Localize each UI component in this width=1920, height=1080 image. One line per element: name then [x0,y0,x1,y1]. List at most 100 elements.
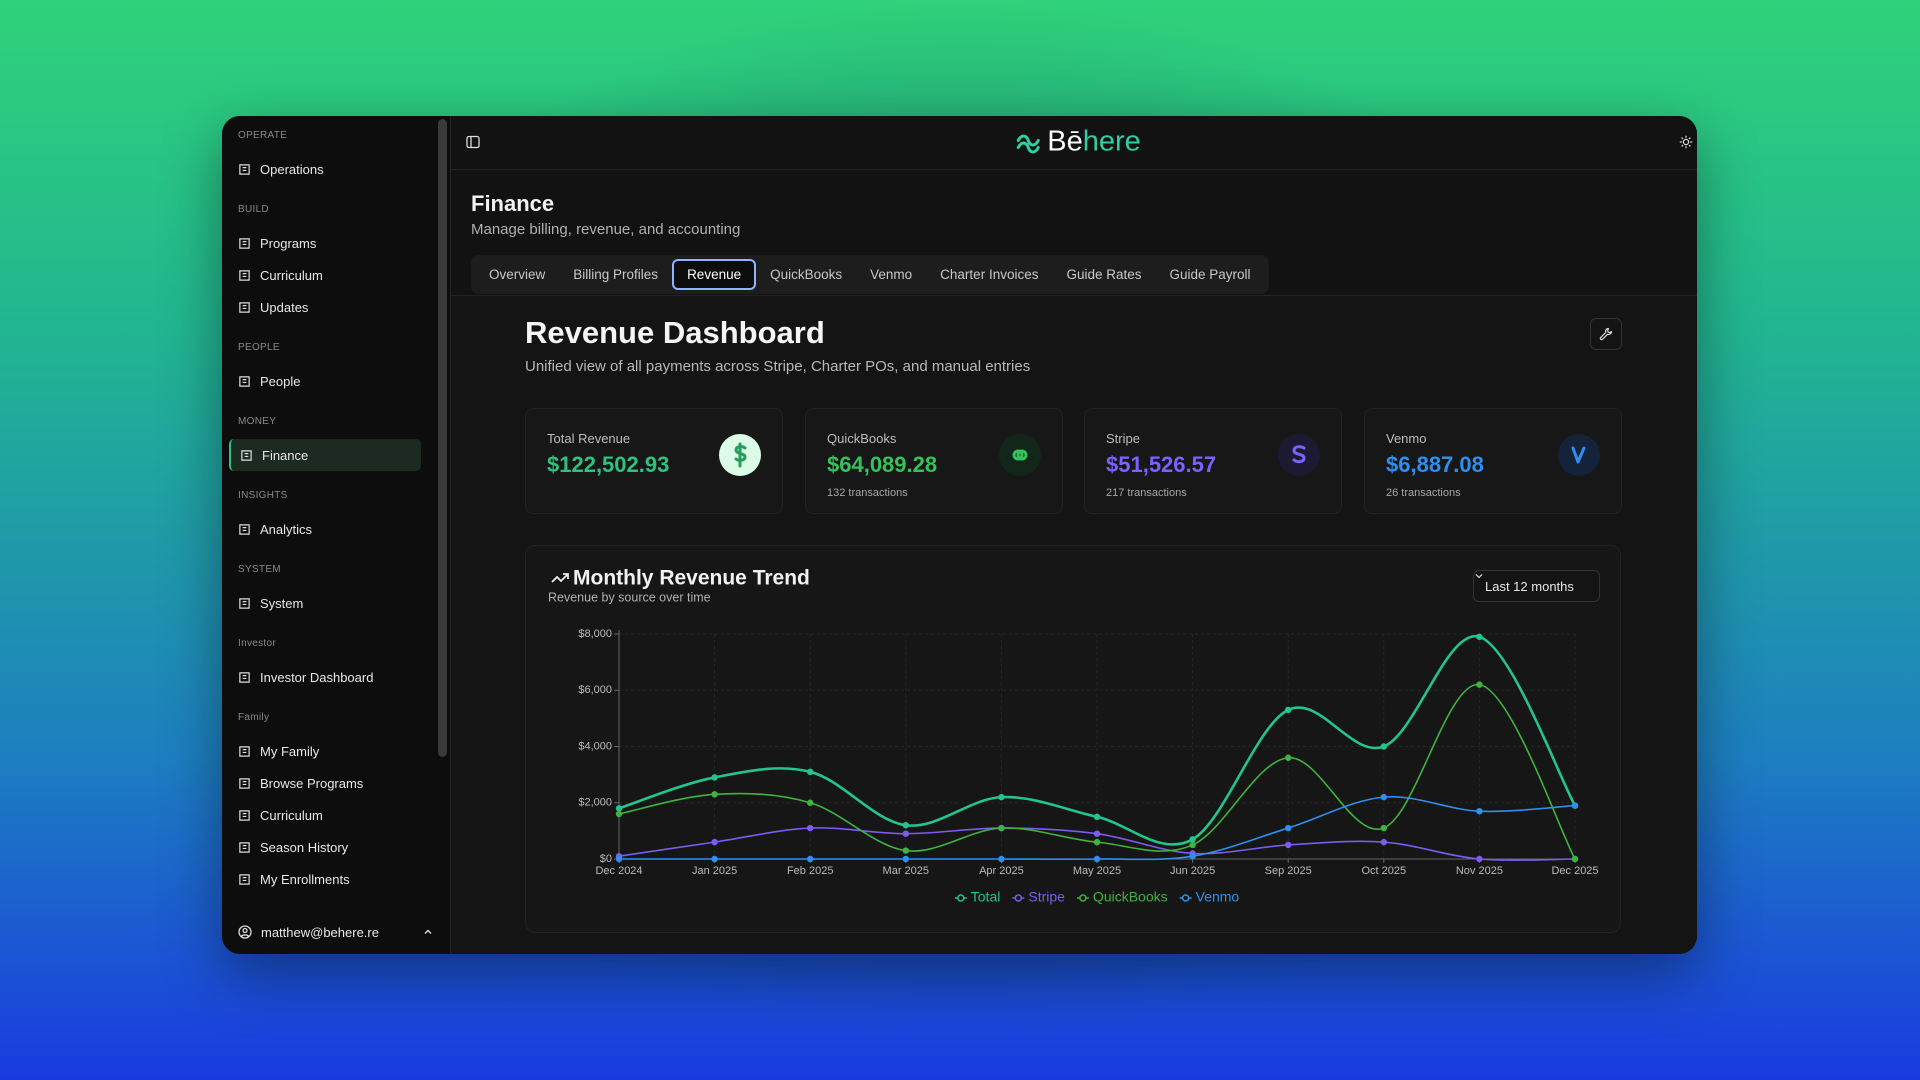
legend-dot [957,894,965,902]
tab[interactable]: Billing Profiles [573,267,659,282]
data-point [807,855,814,863]
legend-label: QuickBooks [1093,889,1168,905]
nav-item[interactable]: Finance [229,439,421,471]
stat-card: Total Revenue $122,502.93 [525,408,783,514]
tab[interactable]: Charter Invoices [940,267,1039,282]
data-point [1285,754,1292,761]
nav-item[interactable]: My Enrollments [229,863,421,895]
nav-item[interactable]: Programs [229,227,421,259]
tab[interactable]: Venmo [870,267,913,282]
nav-icon [239,809,250,821]
stat-icon [719,434,761,476]
wrench-icon [1599,327,1613,341]
main: Bēhere Finance Manage billing, revenue, … [451,116,1697,954]
tab[interactable]: Overview [489,267,546,282]
icon-shape [239,301,250,313]
nav-label: People [260,373,301,389]
scrollbar[interactable] [438,119,447,757]
data-point [807,824,814,832]
range-select[interactable]: Last 12 months [1473,570,1600,602]
chart: Monthly Revenue Trend Revenue by source … [548,567,1599,905]
icon-shape [239,809,250,821]
nav-section: MONEY Finance [229,415,442,471]
nav-icon [239,745,250,757]
icon-shape [1571,446,1586,464]
nav-item[interactable]: Investor Dashboard [229,661,421,693]
stat-card: Venmo $6,887.08 26 transactions [1364,408,1622,514]
nav-label: My Family [260,743,320,759]
x-tick-label: Feb 2025 [787,865,833,877]
settings-button[interactable] [1590,318,1622,350]
nav-icon [239,597,250,609]
sidebar-toggle[interactable] [466,135,480,149]
stat-label: QuickBooks [827,431,897,446]
page-subtitle: Manage billing, revenue, and accounting [471,221,741,238]
nav-item[interactable]: Operations [229,153,421,185]
nav-icon [239,163,250,175]
data-point [1093,830,1101,837]
data-point [998,793,1005,801]
user-menu[interactable]: matthew@behere.re [229,916,439,948]
nav-item[interactable]: Browse Programs [229,767,421,799]
data-point [902,855,909,863]
icon-shape [239,237,250,249]
data-point [615,855,623,863]
theme-toggle[interactable] [1679,135,1693,149]
tab[interactable]: Revenue [672,259,757,290]
nav-item[interactable]: Updates [229,291,421,323]
nav-item[interactable]: People [229,365,421,397]
range-label: Last 12 months [1485,578,1574,594]
nav-label: My Enrollments [260,871,350,887]
icon [1571,446,1586,464]
nav-label: Browse Programs [260,775,364,791]
trend-icon [551,573,569,583]
data-point [615,810,623,818]
tab[interactable]: Guide Payroll [1169,267,1251,282]
nav-heading: Investor [238,638,276,649]
icon [1012,449,1028,461]
stat-icon [999,434,1041,476]
data-point [1093,813,1101,821]
data-point [807,799,814,806]
brand-logo [1016,134,1040,153]
data-point [711,791,718,798]
nav-item[interactable]: Season History [229,831,421,863]
dashboard-subtitle: Unified view of all payments across Stri… [525,358,1031,375]
nav-item[interactable]: System [229,587,421,619]
nav-icon [239,671,250,683]
stat-note: 26 transactions [1386,487,1461,499]
x-tick-label: Dec 2024 [595,865,642,877]
icon-shape [239,163,250,175]
icon-shape [1292,445,1306,464]
data-point [1189,841,1196,849]
nav-section: OPERATE Operations [229,129,442,185]
nav: OPERATE Operations BUILD Programs Curriculum… [229,129,442,895]
data-point [998,824,1005,832]
nav-icon [239,841,250,853]
nav-item[interactable]: My Family [229,735,421,767]
nav-icon [239,777,250,789]
nav-icon [239,375,250,387]
data-point [1380,793,1387,801]
nav-item[interactable]: Curriculum [229,799,421,831]
nav-section: BUILD Programs Curriculum Updates [229,203,442,323]
nav-label: Analytics [260,521,313,537]
legend-dot [1181,894,1190,902]
nav-section: Investor Investor Dashboard [229,637,442,693]
stat-value: $51,526.57 [1106,452,1217,477]
stat-note: 217 transactions [1106,487,1187,499]
icon-shape [239,269,250,281]
nav-section: Family My Family Browse Programs Curriculum… [229,711,442,895]
chevron-up [424,929,432,934]
data-point [1285,824,1292,832]
legend: Total Stripe QuickBooks Venmo [954,889,1239,905]
nav-item[interactable]: Analytics [229,513,421,545]
tab[interactable]: QuickBooks [770,267,843,282]
x-tick-label: Jun 2025 [1170,865,1215,877]
y-tick-label: $8,000 [578,628,612,640]
nav-item[interactable]: Curriculum [229,259,421,291]
nav-heading: BUILD [238,204,269,215]
tab[interactable]: Guide Rates [1066,267,1142,282]
stat-note: 132 transactions [827,487,908,499]
